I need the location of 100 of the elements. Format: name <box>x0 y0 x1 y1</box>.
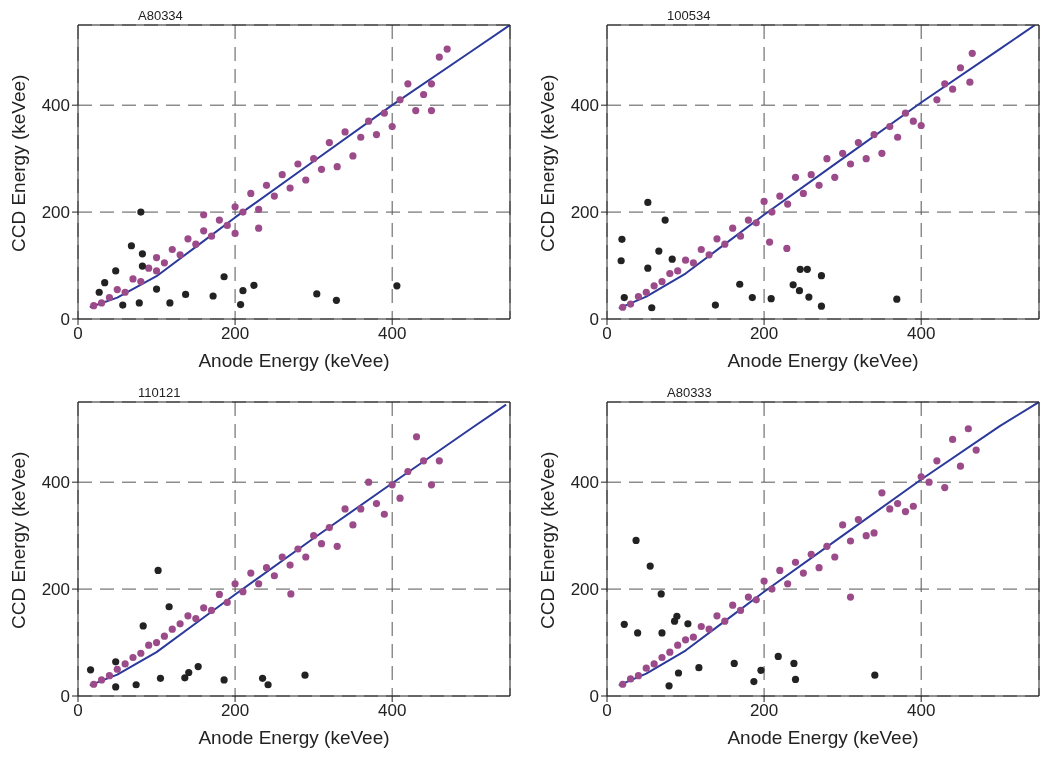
point <box>933 96 941 104</box>
point <box>393 282 401 290</box>
point <box>181 674 189 682</box>
point <box>137 208 145 216</box>
point <box>105 294 114 302</box>
point <box>964 425 972 433</box>
point <box>152 638 161 647</box>
y-axis-title: CCD Energy (keVee) <box>536 451 558 629</box>
point <box>121 660 129 668</box>
point <box>404 80 412 88</box>
point <box>893 295 901 303</box>
point <box>901 109 910 117</box>
point <box>176 251 184 259</box>
point <box>349 521 357 529</box>
point <box>674 267 682 275</box>
point <box>823 155 831 163</box>
point <box>697 245 705 254</box>
point <box>302 553 310 561</box>
point <box>658 653 666 662</box>
point <box>294 545 302 553</box>
point <box>894 133 902 141</box>
point <box>325 524 333 532</box>
point <box>154 566 162 574</box>
point <box>665 682 673 690</box>
point <box>620 294 628 302</box>
point <box>258 674 267 682</box>
point <box>713 235 721 243</box>
x-tick-label: 200 <box>220 324 250 344</box>
point <box>618 235 626 243</box>
point <box>239 588 247 596</box>
point <box>748 294 756 302</box>
y-tick-label: 200 <box>41 203 70 223</box>
point <box>184 612 192 620</box>
point <box>666 648 674 656</box>
point <box>765 238 774 246</box>
point <box>854 516 862 524</box>
point <box>119 301 127 309</box>
point <box>137 277 145 286</box>
chart-title: 100534 <box>667 8 711 23</box>
point <box>302 176 310 184</box>
point <box>736 280 744 288</box>
point <box>831 553 839 561</box>
point <box>372 130 381 139</box>
y-axis-title: CCD Energy (keVee) <box>536 74 558 252</box>
point <box>168 245 176 254</box>
x-tick-label: 400 <box>906 701 936 721</box>
point <box>966 78 974 86</box>
chart-title: A80333 <box>667 385 712 400</box>
point <box>420 90 428 99</box>
point <box>949 85 957 93</box>
point <box>176 620 184 628</box>
point <box>803 265 811 273</box>
point <box>185 668 193 677</box>
point <box>138 250 147 258</box>
line-series <box>617 25 1037 310</box>
point <box>620 620 628 628</box>
point <box>192 614 200 623</box>
point <box>684 620 692 628</box>
point <box>941 483 949 492</box>
point <box>760 197 768 205</box>
point <box>207 232 216 240</box>
point <box>427 80 436 88</box>
x-tick-label: 0 <box>602 324 612 344</box>
point <box>396 96 404 104</box>
point <box>886 122 894 131</box>
point <box>619 303 627 311</box>
point <box>349 152 357 160</box>
point <box>127 242 136 250</box>
point <box>333 163 341 171</box>
point <box>711 301 719 309</box>
point <box>139 622 147 630</box>
point <box>220 273 228 281</box>
point <box>644 264 652 272</box>
point <box>807 550 815 558</box>
point <box>681 256 690 264</box>
point <box>427 481 436 489</box>
point <box>137 649 145 657</box>
point <box>380 510 388 518</box>
point <box>278 171 286 179</box>
point <box>956 462 965 470</box>
point <box>805 293 813 301</box>
point <box>262 564 271 572</box>
point <box>165 603 173 611</box>
point <box>372 499 381 508</box>
point <box>182 290 190 299</box>
point <box>784 200 792 208</box>
point <box>815 181 823 189</box>
point <box>231 203 239 211</box>
x-tick-label: 0 <box>602 701 612 721</box>
point <box>156 674 165 682</box>
point <box>420 457 428 465</box>
x-tick-label: 0 <box>73 701 83 721</box>
point <box>646 562 654 570</box>
point <box>917 473 925 481</box>
point <box>968 49 976 57</box>
point <box>101 279 109 287</box>
y-tick-label: 400 <box>41 473 70 493</box>
point <box>721 617 729 625</box>
y-tick-label: 200 <box>41 580 70 600</box>
point <box>357 505 365 513</box>
